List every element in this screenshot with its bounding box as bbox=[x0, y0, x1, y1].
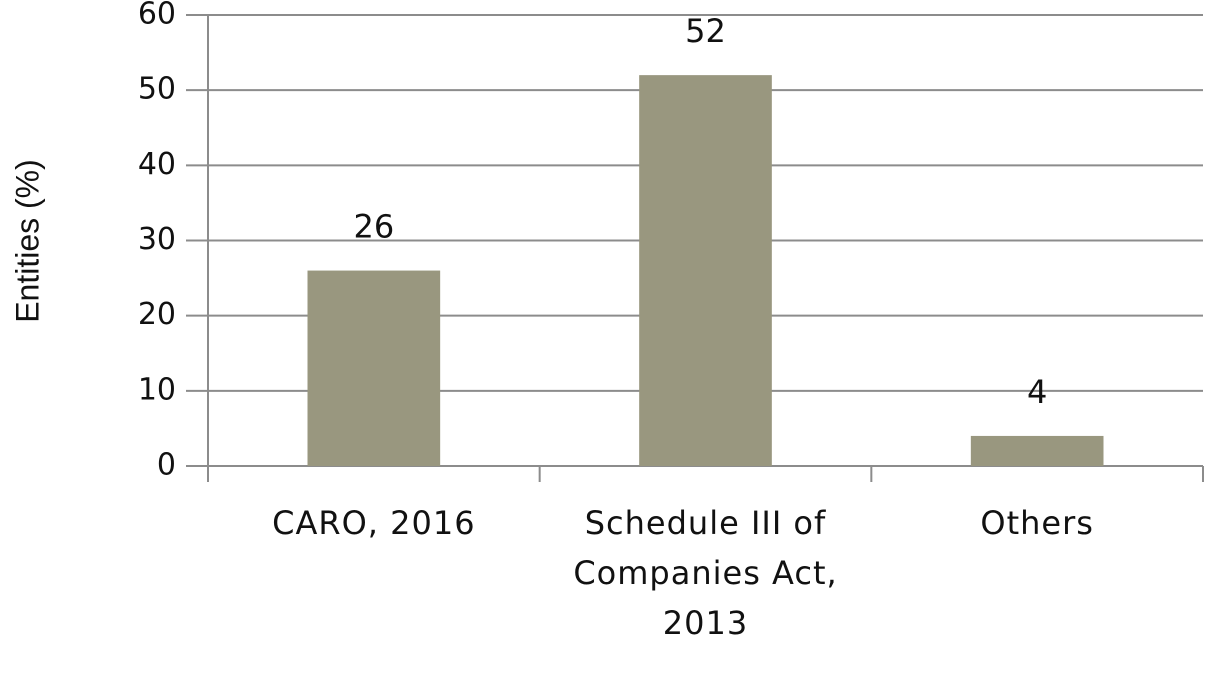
y-tick-label: 40 bbox=[138, 147, 176, 182]
x-tick-label: CARO, 2016 bbox=[272, 504, 476, 542]
bar bbox=[307, 270, 441, 466]
data-label: 4 bbox=[1027, 373, 1047, 411]
y-tick-label: 50 bbox=[138, 72, 176, 107]
y-tick-label: 60 bbox=[138, 0, 176, 32]
y-tick-label: 20 bbox=[138, 297, 176, 332]
y-axis-label: Entities (%) bbox=[9, 159, 45, 323]
x-tick-label: Others bbox=[980, 504, 1094, 542]
data-label: 26 bbox=[353, 208, 394, 246]
bar bbox=[970, 435, 1104, 466]
y-tick-label: 10 bbox=[138, 372, 176, 407]
bar bbox=[639, 75, 772, 466]
y-tick-label: 0 bbox=[157, 448, 176, 483]
y-tick-label: 30 bbox=[138, 222, 176, 257]
x-tick-label: Schedule III of Companies Act, 2013 bbox=[573, 504, 838, 642]
data-label: 52 bbox=[685, 12, 726, 50]
